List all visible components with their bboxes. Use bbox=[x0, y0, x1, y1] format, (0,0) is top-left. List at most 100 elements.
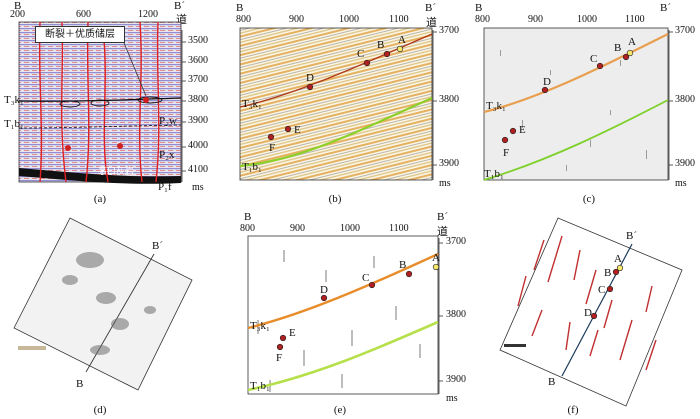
reservoir-dot bbox=[117, 143, 123, 149]
panel-c-horizon-label-t3k1: T₃k₁ bbox=[486, 100, 506, 112]
point-d-marker bbox=[306, 83, 314, 91]
point-d-label: D bbox=[543, 76, 551, 88]
panel-b-points: A B C D E F bbox=[267, 34, 406, 154]
reservoir-dot bbox=[65, 145, 71, 151]
panel-a-y-axis bbox=[181, 30, 186, 182]
panel-a-horizon-t1b1 bbox=[18, 124, 182, 129]
panel-a-horizon-label-p2x: P₂x bbox=[159, 149, 175, 161]
point-b-marker bbox=[622, 53, 630, 61]
panel-d-map-frame bbox=[13, 217, 193, 391]
panel-a-ytick-3700: 3700 bbox=[188, 74, 208, 85]
panel-a-ytick-4100: 4100 bbox=[188, 164, 208, 175]
panel-d-caption: (d) bbox=[93, 404, 107, 416]
panel-f-scale-bar bbox=[504, 344, 526, 347]
panel-d-bottom-left: B bbox=[76, 378, 84, 390]
point-d-label: D bbox=[584, 307, 592, 319]
point-e-label: E bbox=[294, 124, 301, 136]
point-a-marker bbox=[396, 45, 404, 53]
panel-a-horizon-label-t3k1: T₃k₁ bbox=[4, 94, 24, 106]
fault-line bbox=[155, 21, 160, 183]
panel-b-y-unit: ms bbox=[439, 178, 451, 189]
reservoir-body bbox=[90, 99, 110, 107]
point-c-marker bbox=[596, 62, 604, 70]
point-b-label: B bbox=[377, 39, 384, 51]
panel-a-horizon-label-p2w: P₂w bbox=[159, 115, 177, 127]
panel-f-top-right: B´ bbox=[626, 230, 637, 242]
point-c-label: C bbox=[357, 48, 364, 60]
panel-e-xtick-800: 800 bbox=[240, 223, 255, 234]
panel-a-horizon-label-p1f: P₁f bbox=[158, 181, 172, 193]
point-e-label: E bbox=[519, 124, 526, 136]
reservoir-body bbox=[137, 96, 163, 104]
reservoir-body bbox=[59, 100, 81, 108]
panel-a-trace-label: 道 bbox=[176, 14, 187, 26]
point-a-marker bbox=[432, 263, 440, 271]
point-d-marker bbox=[541, 86, 549, 94]
panel-e-section-background bbox=[247, 235, 439, 395]
panel-f-map-frame bbox=[499, 217, 683, 407]
panel-e-points: A B C D E F bbox=[276, 252, 440, 364]
panel-e-fracture-section bbox=[247, 235, 443, 395]
point-a-marker bbox=[616, 264, 624, 272]
panel-b-section-background bbox=[239, 27, 433, 181]
point-f-label: F bbox=[269, 142, 275, 154]
point-c-marker bbox=[363, 59, 371, 67]
point-b-label: B bbox=[399, 259, 406, 271]
point-c-label: C bbox=[598, 284, 605, 296]
point-a-marker bbox=[626, 49, 634, 57]
point-b-label: B bbox=[614, 42, 621, 54]
point-d-label: D bbox=[306, 72, 314, 84]
panel-c-points: AB C D EF bbox=[501, 36, 636, 159]
point-d-marker bbox=[590, 312, 598, 320]
panel-c-y-unit: ms bbox=[675, 178, 687, 189]
panel-b-trace-label: 道 bbox=[426, 17, 437, 29]
panel-e-horizon-t1b1 bbox=[247, 320, 439, 392]
panel-c-attribute-section bbox=[483, 27, 673, 181]
panel-b-xtick-1000: 1000 bbox=[339, 14, 359, 25]
point-e-marker bbox=[509, 127, 517, 135]
panel-c-xtick-800: 800 bbox=[475, 14, 490, 25]
point-f-marker bbox=[267, 133, 275, 141]
panel-c-y-axis bbox=[668, 30, 673, 180]
panel-c-xtick-1100: 1100 bbox=[625, 14, 645, 25]
point-b-marker bbox=[405, 270, 413, 278]
panel-e-ytick-3800: 3800 bbox=[446, 309, 466, 320]
panel-f-fracture-traces bbox=[517, 235, 657, 371]
point-a-label: A bbox=[628, 36, 636, 48]
panel-c-ytick-3800: 3800 bbox=[675, 94, 695, 105]
panel-d-attribute-map bbox=[13, 217, 193, 391]
panel-a-ytick-3500: 3500 bbox=[188, 35, 208, 46]
point-a-label: A bbox=[614, 253, 622, 265]
panel-f-fracture-map bbox=[499, 217, 683, 407]
panel-d: B´ B (d) bbox=[0, 210, 232, 419]
panel-a-xtick-600: 600 bbox=[76, 9, 91, 20]
fault-line bbox=[138, 21, 143, 183]
panel-a-top-right: B´ bbox=[174, 0, 185, 12]
panel-b-xtick-800: 800 bbox=[236, 14, 251, 25]
panel-d-scale-bar bbox=[18, 346, 46, 350]
point-c-label: C bbox=[362, 272, 369, 284]
panel-f-bottom-left: B bbox=[548, 376, 556, 388]
panel-c-ytick-3900: 3900 bbox=[675, 158, 695, 169]
point-e-label: E bbox=[289, 327, 296, 339]
panel-a-top-left: B bbox=[14, 0, 22, 12]
panel-a: B B´ 200 600 1200 道 bbox=[0, 0, 232, 208]
panel-b-xtick-900: 900 bbox=[289, 14, 304, 25]
panel-e-top-left: B bbox=[244, 211, 252, 223]
panel-b-top-right: B´ bbox=[425, 2, 436, 14]
panel-c-horizon-t3k1 bbox=[483, 33, 669, 114]
panel-a-caption: (a) bbox=[93, 193, 107, 205]
point-a-label: A bbox=[398, 34, 406, 46]
panel-f-caption: (f) bbox=[567, 404, 579, 416]
panel-e-horizon-label-t3k1: T₃k₁ bbox=[250, 320, 270, 332]
panel-c-xtick-900: 900 bbox=[528, 14, 543, 25]
panel-c-top-left: B bbox=[475, 2, 483, 14]
point-a-label: A bbox=[432, 252, 440, 264]
panel-d-anomalies bbox=[62, 252, 156, 355]
panel-b-horizon-label-t1b1: T₁b₁ bbox=[242, 161, 262, 173]
panel-e-top-right: B´ bbox=[437, 211, 448, 223]
panel-a-ytick-3800: 3800 bbox=[188, 94, 208, 105]
panel-b-seismic-section bbox=[239, 27, 437, 181]
